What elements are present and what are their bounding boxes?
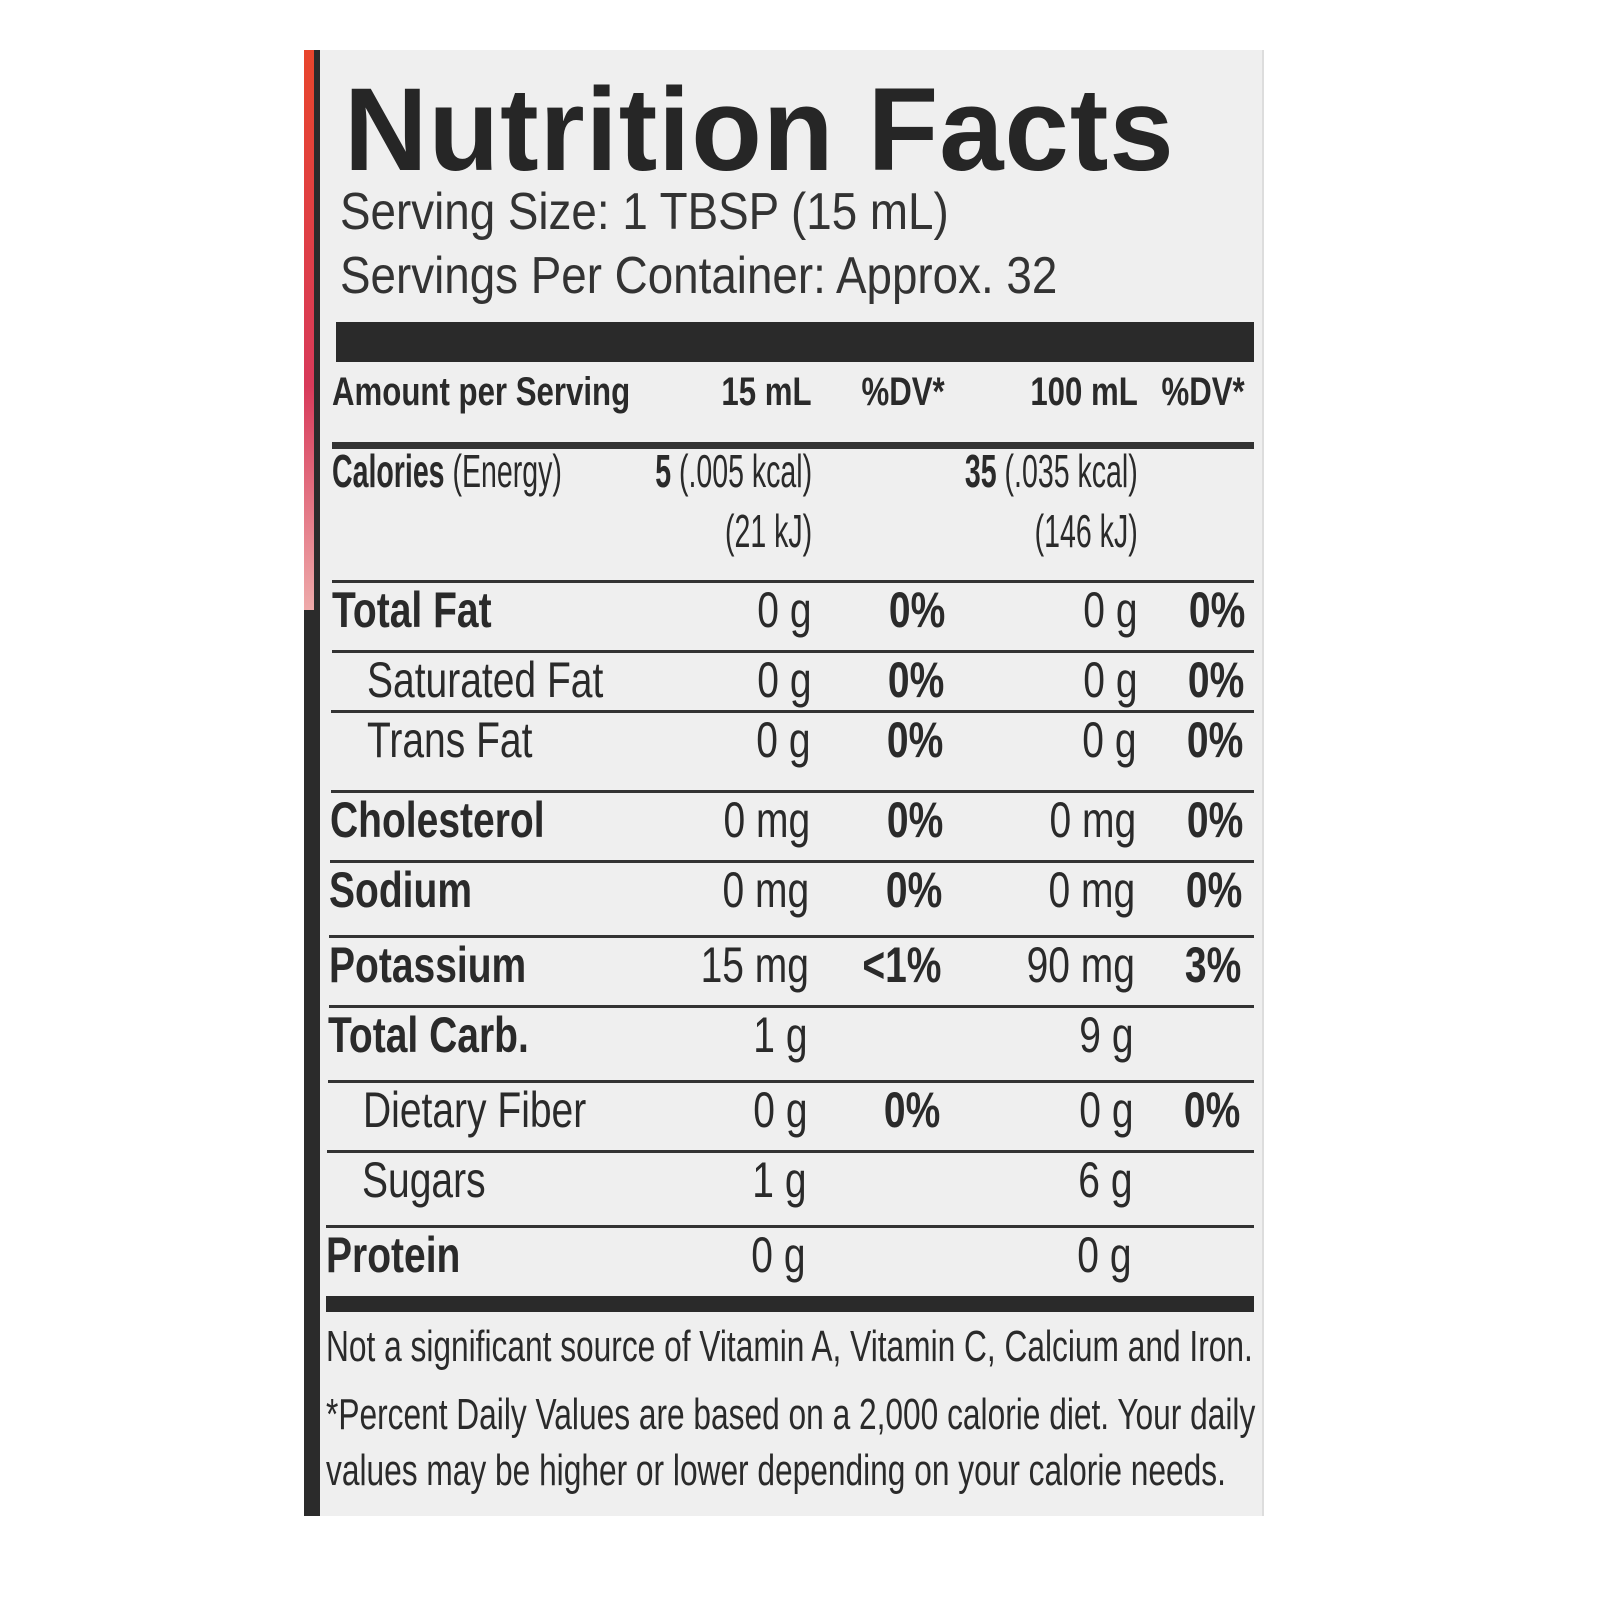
thick-divider-top [336, 322, 1254, 362]
nutrient-label: Saturated Fat [367, 652, 604, 708]
calories-15ml: 5 (.005 kcal) (21 kJ) [655, 445, 812, 557]
dv-100ml: 0% [1187, 652, 1245, 708]
nutrient-label: Dietary Fiber [363, 1082, 587, 1138]
dv-100ml: 0% [1186, 792, 1243, 848]
dv-100ml: 0% [1185, 862, 1243, 918]
amount-15ml: 0 g [756, 712, 811, 768]
amount-100ml: 0 g [1077, 1227, 1132, 1283]
dv-15ml: <1% [862, 937, 942, 993]
amount-100ml: 0 g [1082, 712, 1137, 768]
serving-size: Serving Size: 1 TBSP (15 mL) [340, 183, 949, 241]
nutrition-facts-panel: Nutrition Facts Serving Size: 1 TBSP (15… [320, 50, 1264, 1516]
amount-100ml: 0 g [1083, 652, 1138, 708]
nutrient-label: Potassium [328, 937, 526, 993]
servings-per-container: Servings Per Container: Approx. 32 [340, 247, 1058, 305]
nutrient-row: Saturated Fat 0 g 0% 0 g 0% [331, 655, 1254, 713]
nutrient-label: Protein [325, 1227, 461, 1283]
dv-100ml: 0% [1183, 1082, 1241, 1138]
nutrient-label: Total Fat [332, 582, 492, 638]
col-100ml-header: 100 mL [1030, 370, 1138, 414]
nutrient-row: Cholesterol 0 mg 0% 0 mg 0% [329, 792, 1254, 863]
thick-divider-bottom [326, 1296, 1254, 1312]
amount-15ml: 1 g [753, 1007, 808, 1063]
amount-15ml: 0 g [757, 582, 812, 638]
nutrient-label: Trans Fat [366, 712, 533, 768]
dv-15ml: 0% [888, 582, 945, 638]
dv-15ml: 0% [885, 862, 943, 918]
nutrient-label: Sugars [362, 1152, 486, 1208]
column-header-row: Amount per Serving 15 mL %DV* 100 mL %DV… [332, 368, 1254, 449]
amount-100ml: 0 mg [1049, 792, 1136, 848]
nutrient-row: Total Carb. 1 g 9 g [327, 1007, 1254, 1083]
amount-100ml: 90 mg [1026, 937, 1135, 993]
amount-header: Amount per Serving [332, 370, 631, 414]
dv-100ml: 0% [1188, 582, 1245, 638]
label-title: Nutrition Facts [344, 64, 1175, 196]
col-dv1-header: %DV* [861, 370, 945, 414]
col-15ml-header: 15 mL [721, 370, 812, 414]
nutrient-row: Total Fat 0 g 0% 0 g 0% [332, 585, 1254, 653]
amount-100ml: 9 g [1079, 1007, 1134, 1063]
amount-100ml: 0 g [1083, 582, 1138, 638]
dv-15ml: 0% [883, 1082, 941, 1138]
calories-label: Calories (Energy) [332, 445, 562, 497]
nutrient-row: Dietary Fiber 0 g 0% 0 g 0% [327, 1085, 1254, 1153]
dv-100ml: 3% [1185, 937, 1242, 993]
amount-100ml: 0 g [1078, 1082, 1134, 1138]
amount-15ml: 0 g [757, 652, 812, 708]
amount-15ml: 0 g [752, 1082, 808, 1138]
nutrient-label: Cholesterol [329, 792, 545, 848]
dv-100ml: 0% [1187, 712, 1244, 768]
amount-15ml: 0 g [751, 1227, 806, 1283]
nutrient-label: Sodium [329, 862, 473, 918]
calories-row: Calories (Energy) 5 (.005 kcal) (21 kJ) 3… [332, 448, 1254, 583]
amount-15ml: 0 mg [722, 862, 810, 918]
amount-15ml: 0 mg [723, 792, 810, 848]
amount-100ml: 0 mg [1048, 862, 1136, 918]
nutrient-row: Protein 0 g 0 g [326, 1230, 1254, 1290]
nutrient-row: Trans Fat 0 g 0% 0 g 0% [330, 712, 1254, 793]
amount-15ml: 1 g [752, 1152, 807, 1208]
dv-15ml: 0% [887, 712, 944, 768]
amount-100ml: 6 g [1078, 1152, 1133, 1208]
dv-15ml: 0% [887, 652, 945, 708]
footnote-vitamins: Not a significant source of Vitamin A, V… [326, 1322, 1253, 1371]
amount-15ml: 15 mg [700, 937, 809, 993]
footnote-daily-values: *Percent Daily Values are based on a 2,0… [326, 1390, 1256, 1439]
col-dv2-header: %DV* [1161, 370, 1245, 414]
nutrient-row: Potassium 15 mg <1% 90 mg 3% [328, 937, 1254, 1008]
nutrient-row: Sodium 0 mg 0% 0 mg 0% [329, 865, 1254, 938]
dv-15ml: 0% [886, 792, 943, 848]
calories-100ml: 35 (.035 kcal) (146 kJ) [965, 445, 1138, 557]
nutrient-row: Sugars 1 g 6 g [326, 1155, 1254, 1228]
nutrient-label: Total Carb. [327, 1007, 529, 1063]
package-red-strip [304, 50, 314, 610]
footnote-daily-values-cont: values may be higher or lower depending … [326, 1446, 1226, 1495]
